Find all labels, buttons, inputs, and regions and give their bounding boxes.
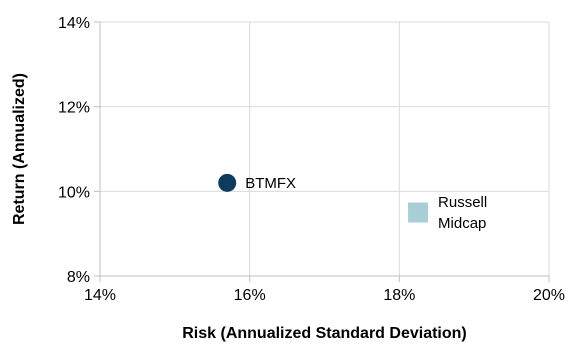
x-axis-title: Risk (Annualized Standard Deviation) [182, 325, 466, 342]
y-tick-label: 14% [58, 15, 90, 32]
data-point-label: BTMFX [245, 175, 296, 192]
y-axis-title: Return (Annualized) [11, 73, 28, 225]
data-point-marker [218, 173, 237, 192]
data-points: BTMFX Russell Midcap [218, 173, 487, 232]
x-tick-label: 20% [533, 287, 565, 304]
x-tick-label: 14% [84, 287, 116, 304]
x-tick-label: 18% [383, 287, 415, 304]
axes [94, 21, 550, 282]
grid [100, 21, 550, 276]
data-point-label: Midcap [438, 215, 486, 232]
y-tick-label: 10% [58, 184, 90, 201]
data-point-marker [408, 202, 429, 223]
y-tick-label: 12% [58, 100, 90, 117]
x-tick-label: 16% [234, 287, 266, 304]
y-tick-label: 8% [67, 269, 90, 286]
y-tick-labels: 8% 10% 12% 14% [58, 15, 90, 286]
x-tick-labels: 14% 16% 18% 20% [84, 287, 565, 304]
data-point-label: Russell [438, 194, 487, 211]
